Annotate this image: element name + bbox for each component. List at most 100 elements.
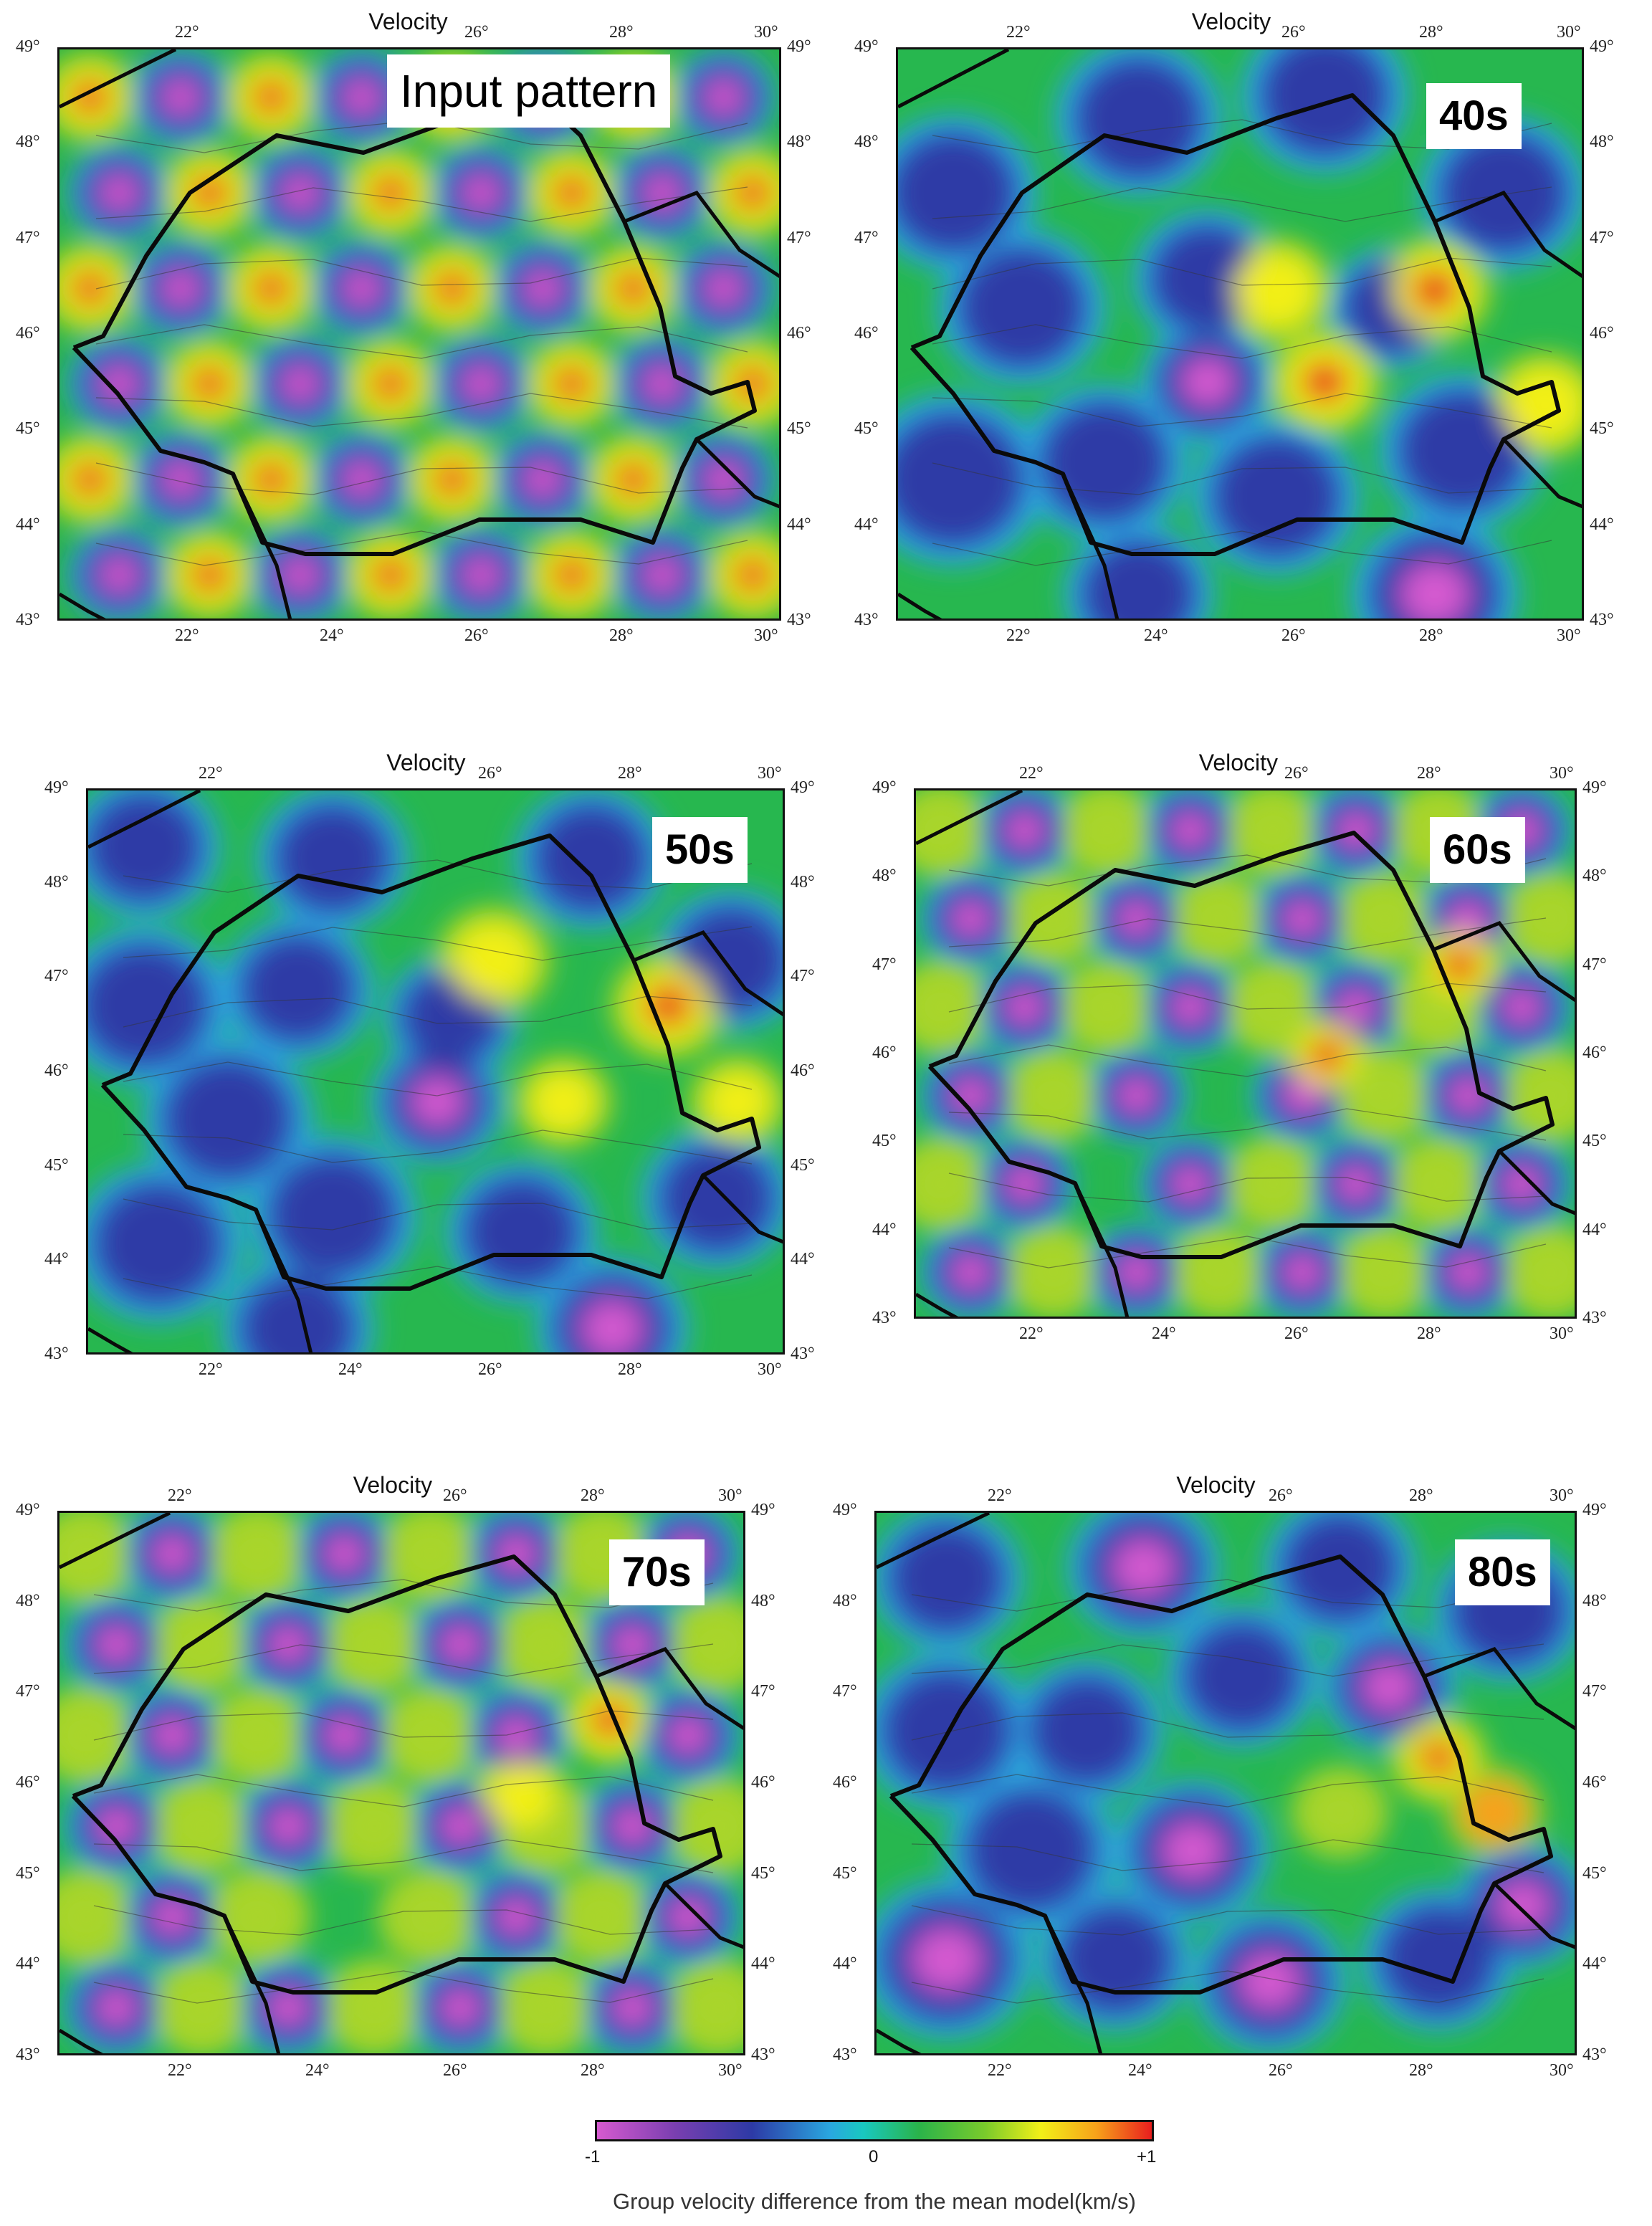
lat-tick-left: 43° [16,611,40,629]
lat-tick-left: 47° [833,1682,857,1701]
anomaly-blob [968,1790,1094,1911]
lat-tick-left: 46° [16,1773,40,1792]
lon-tick-bottom: 26° [1281,626,1306,645]
lat-tick-left: 47° [16,1682,40,1701]
lat-tick-left: 45° [44,1155,69,1175]
anomaly-core [252,80,291,115]
anomaly-core [1281,900,1322,937]
anomaly-core [71,462,110,497]
anomaly-core [1170,988,1211,1026]
anomaly-blob [59,1699,124,1772]
fault-line [95,186,748,222]
neighbor-border [877,1513,990,1570]
lon-tick-top: 30° [1550,1486,1574,1505]
fault-line [95,462,748,495]
lon-tick-bottom: 28° [581,2061,605,2080]
anomaly-core [160,78,202,116]
lat-tick-left: 43° [854,611,879,629]
colorbar-caption: Group velocity difference from the mean … [613,2189,1136,2214]
anomaly-core [1116,1253,1157,1291]
anomaly-core [371,175,410,211]
anomaly-blob [916,972,978,1042]
anomaly-blob [336,1790,412,1863]
anomaly-core [439,1988,482,2027]
neighbor-border [59,49,177,109]
lon-tick-bottom: 26° [1269,2061,1293,2080]
lat-tick-left: 44° [16,1954,40,1974]
anomaly-core [323,1534,366,1573]
anomaly-core [1238,1953,1301,2010]
anomaly-blob [1459,1779,1530,1846]
fault-line [932,462,1552,495]
lon-tick-bottom: 24° [320,626,344,645]
anomaly-blob [1071,796,1144,865]
lon-tick-bottom: 26° [443,2061,467,2080]
lon-tick-top: 22° [199,764,223,783]
fault-line [93,1839,714,1873]
lon-tick-top: 22° [988,1486,1012,1505]
neighbor-border [88,790,201,849]
anomaly-blob [1402,1149,1476,1219]
map-area [86,788,785,1355]
anomaly-core [733,366,772,401]
lon-tick-top: 28° [618,764,642,783]
anomaly-core [950,900,991,937]
anomaly-core [1501,988,1542,1026]
anomaly-blob [564,1881,640,1953]
lon-tick-top: 22° [168,1486,192,1505]
anomaly-blob [703,1069,773,1135]
lat-tick-right: 49° [1582,778,1607,797]
fault-line [93,1579,714,1612]
anomaly-core [611,1988,654,2027]
lon-tick-top: 26° [1281,23,1306,42]
lat-tick-right: 44° [1582,1220,1607,1239]
neighbor-border [59,592,106,618]
anomaly-core [98,173,140,212]
lat-tick-right: 44° [751,1954,775,1974]
lat-tick-left: 44° [833,1954,857,1974]
anomaly-blob [486,1763,555,1829]
lon-tick-bottom: 28° [618,1360,642,1379]
anomaly-blob [242,935,354,1042]
anomaly-core [1419,1740,1458,1776]
lat-tick-right: 48° [751,1591,775,1610]
fault-line [932,530,1552,566]
anomaly-core [460,365,502,403]
anomaly-core [1302,361,1347,403]
fault-line [911,1839,1544,1873]
neighbor-border [1434,190,1582,278]
anomaly-blob [898,133,1016,252]
lat-tick-left: 47° [16,228,40,247]
neighbor-border [916,1292,959,1317]
lat-tick-left: 49° [44,778,69,797]
anomaly-core [190,366,229,401]
anomaly-core [371,558,410,593]
anomaly-core [1362,1662,1417,1712]
lat-tick-left: 48° [16,133,40,152]
anomaly-blob [1071,972,1144,1042]
lat-tick-left: 45° [833,1863,857,1883]
lat-tick-right: 48° [1582,866,1607,886]
fault-line [948,1108,1547,1141]
lat-tick-right: 49° [1590,37,1614,56]
anomaly-core [1112,1539,1175,1596]
lat-tick-right: 44° [1590,515,1614,534]
anomaly-core [1448,1253,1489,1291]
neighbor-border [695,438,779,509]
map-area [874,1511,1577,2055]
anomaly-blob [535,805,647,912]
anomaly-core [495,1716,538,1754]
lat-tick-left: 47° [872,955,897,974]
neighbor-border [596,1646,743,1731]
fault-line [932,393,1552,429]
fault-line [932,119,1552,153]
map-panel-3: 50s Velocity 22° 22° 24° 26° 26° 28° 28° 30° 30° 49… [44,750,815,1379]
neighbor-border [877,2028,922,2053]
fault-line [911,1579,1544,1612]
neighbor-border [898,49,1010,109]
fault-line [123,1266,753,1301]
anomaly-blob [680,1790,743,1863]
neighbor-border [633,930,783,1016]
lat-tick-left: 44° [16,515,40,534]
lat-tick-right: 45° [1582,1132,1607,1151]
